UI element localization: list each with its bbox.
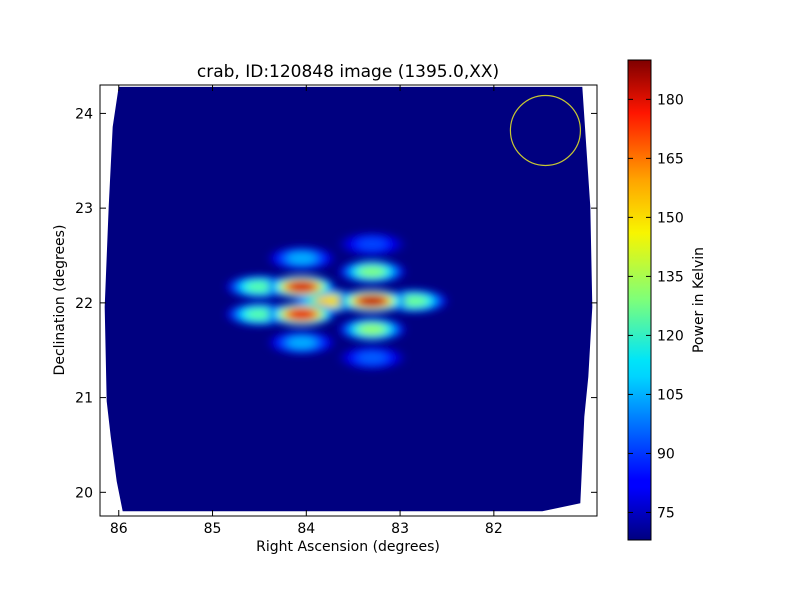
colorbar-tick-label: 75 <box>657 505 675 521</box>
colorbar-tick-label: 180 <box>657 92 684 108</box>
hotspot-blob <box>358 323 386 335</box>
y-axis-ticks: 20 21 22 23 24 <box>75 106 597 501</box>
hotspot-blob <box>358 295 386 307</box>
plot-frame <box>99 84 598 517</box>
colorbar: 75 90 105 120 135 150 165 180 Power in Kelvin <box>627 59 707 541</box>
x-tick-label: 85 <box>204 521 222 537</box>
y-tick-label: 22 <box>75 296 93 312</box>
colorbar-tick-label: 120 <box>657 328 684 344</box>
x-axis-label: Right Ascension (degrees) <box>256 539 440 555</box>
y-tick-label: 24 <box>75 106 93 122</box>
hotspot-blob <box>358 352 386 364</box>
colorbar-tick-label: 135 <box>657 269 684 285</box>
colorbar-gradient <box>627 59 652 541</box>
colorbar-tick-label: 90 <box>657 446 675 462</box>
beam-circle <box>509 94 582 167</box>
x-tick-label: 86 <box>110 521 128 537</box>
hotspot-blob <box>288 308 316 320</box>
chart-title: crab, ID:120848 image (1395.0,XX) <box>197 62 499 82</box>
hotspot-blob <box>245 281 273 293</box>
x-tick-label: 84 <box>297 521 315 537</box>
x-tick-label: 82 <box>485 521 503 537</box>
y-tick-label: 23 <box>75 201 93 217</box>
colorbar-tick-label: 105 <box>657 387 684 403</box>
heatmap-axes: 86 85 84 83 82 20 21 22 23 24 crab, ID:120848 im… <box>52 62 598 555</box>
hotspot-blob <box>358 266 386 278</box>
hotspot-blob <box>288 281 316 293</box>
x-tick-label: 83 <box>391 521 409 537</box>
hotspot-blob <box>288 252 316 264</box>
hotspot-blob <box>316 295 344 307</box>
x-axis-ticks: 86 85 84 83 82 <box>110 85 503 537</box>
colorbar-tick-label: 165 <box>657 151 684 167</box>
hotspot-blob <box>400 295 428 307</box>
colorbar-label: Power in Kelvin <box>691 247 707 353</box>
colorbar-ticks: 75 90 105 120 135 150 165 180 <box>628 92 684 521</box>
hotspot-blob <box>245 308 273 320</box>
y-tick-label: 21 <box>75 391 93 407</box>
y-axis-label: Declination (degrees) <box>52 225 68 376</box>
colorbar-tick-label: 150 <box>657 210 684 226</box>
hotspot-blob <box>358 238 386 250</box>
hotspot-blob <box>288 337 316 349</box>
heatmap-hotspots <box>225 232 448 370</box>
y-tick-label: 20 <box>75 485 93 501</box>
